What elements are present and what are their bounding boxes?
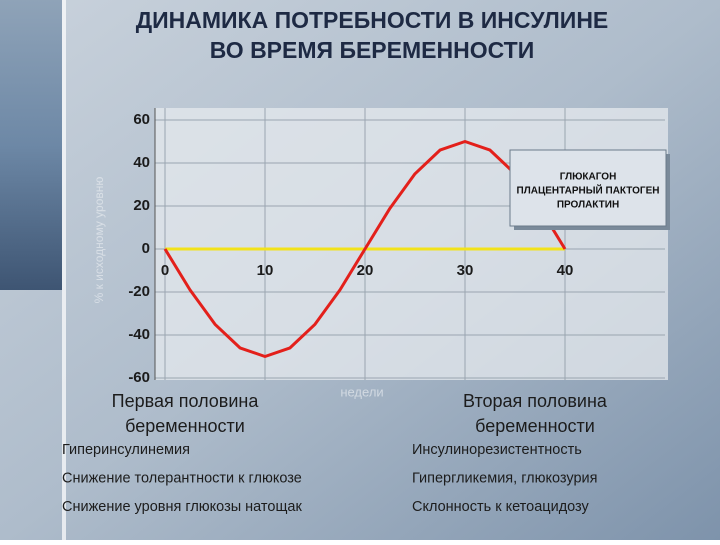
- y-tick-label: 40: [133, 154, 150, 171]
- annotation-text: ПЛАЦЕНТАРНЫЙ ПАКТОГЕН: [517, 184, 660, 197]
- y-tick-label: -40: [128, 326, 150, 343]
- y-tick-label: 0: [142, 240, 150, 257]
- x-axis-label: недели: [340, 384, 383, 399]
- annotation-text: ПРОЛАКТИН: [557, 200, 619, 211]
- y-tick-label: -20: [128, 283, 150, 300]
- list-item: Гипергликемия, глюкозурия: [412, 470, 598, 486]
- x-tick-label: 30: [457, 262, 474, 279]
- half-heading: беременности: [475, 416, 595, 436]
- title: ВО ВРЕМЯ БЕРЕМЕННОСТИ: [210, 37, 534, 63]
- x-tick-label: 40: [557, 262, 574, 279]
- list-item: Снижение уровня глюкозы натощак: [62, 499, 302, 515]
- x-tick-label: 20: [357, 262, 374, 279]
- annotation-box: [509, 149, 667, 227]
- annotation-text: ГЛЮКАГОН: [560, 172, 617, 183]
- list-item: Гиперинсулинемия: [62, 442, 190, 458]
- half-heading: Вторая половина: [463, 391, 608, 411]
- title: ДИНАМИКА ПОТРЕБНОСТИ В ИНСУЛИНЕ: [136, 7, 609, 33]
- x-tick-label: 0: [161, 262, 169, 279]
- y-axis-label: % к исходному уровню: [92, 177, 106, 304]
- y-tick-label: 60: [133, 111, 150, 128]
- y-tick-label: -60: [128, 369, 150, 386]
- line-series: [163, 140, 567, 358]
- photo-strip: [0, 0, 62, 290]
- half-heading: беременности: [125, 416, 245, 436]
- list-item: Склонность к кетоацидозу: [412, 499, 590, 515]
- list-item: Инсулинорезистентность: [412, 442, 582, 458]
- list-item: Снижение толерантности к глюкозе: [62, 470, 302, 486]
- x-tick-label: 10: [257, 262, 274, 279]
- y-tick-label: 20: [133, 197, 150, 214]
- half-heading: Первая половина: [112, 391, 260, 411]
- divider: [62, 0, 66, 540]
